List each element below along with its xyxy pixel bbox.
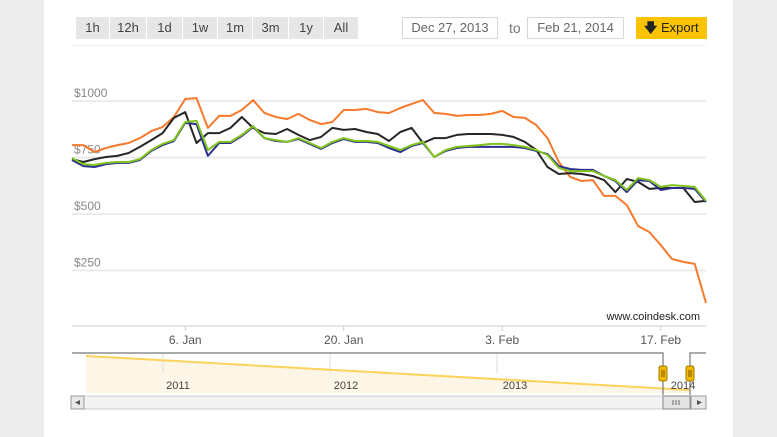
navigator-year-label: 2014 bbox=[671, 380, 695, 392]
navigator-left-handle[interactable] bbox=[658, 365, 668, 382]
export-label: Export bbox=[661, 20, 699, 35]
range-button-All[interactable]: All bbox=[324, 17, 358, 39]
range-button-1w[interactable]: 1w bbox=[183, 17, 217, 39]
series-line-blue bbox=[71, 121, 707, 203]
from-date-input[interactable]: Dec 27, 2013 bbox=[402, 17, 498, 39]
navigator[interactable]: 2011 2012 2013 2014 bbox=[70, 352, 707, 410]
range-button-1h[interactable]: 1h bbox=[76, 17, 109, 39]
to-label: to bbox=[509, 20, 521, 36]
range-button-12h[interactable]: 12h bbox=[110, 17, 146, 39]
series-line-black bbox=[71, 111, 707, 203]
navigator-year-label: 2012 bbox=[334, 380, 358, 392]
y-tick-label: $1000 bbox=[74, 86, 108, 100]
scroll-right-button[interactable] bbox=[690, 395, 707, 410]
y-tick-label: $250 bbox=[74, 256, 101, 270]
y-tick-label: $500 bbox=[74, 199, 101, 213]
x-tick-label: 6. Jan bbox=[169, 333, 202, 347]
watermark: www.coindesk.com bbox=[605, 311, 700, 323]
scroll-left-button[interactable] bbox=[70, 395, 85, 410]
series-line-orange bbox=[72, 97, 707, 304]
navigator-right-handle[interactable] bbox=[685, 365, 695, 382]
x-tick-label: 17. Feb bbox=[640, 333, 681, 347]
range-button-3m[interactable]: 3m bbox=[253, 17, 288, 39]
range-button-1d[interactable]: 1d bbox=[147, 17, 182, 39]
navigator-year-label: 2011 bbox=[166, 380, 190, 392]
range-button-1y[interactable]: 1y bbox=[289, 17, 323, 39]
range-button-1m[interactable]: 1m bbox=[218, 17, 252, 39]
series-line-green bbox=[71, 119, 707, 202]
arrow-right-icon bbox=[697, 400, 702, 405]
navigator-year-label: 2013 bbox=[503, 380, 527, 392]
scrollbar-track[interactable] bbox=[70, 395, 707, 410]
x-tick-label: 20. Jan bbox=[324, 333, 363, 347]
arrow-down-icon: 🡇 bbox=[644, 20, 658, 35]
arrow-left-icon bbox=[75, 400, 80, 405]
toolbar-divider bbox=[72, 45, 706, 46]
navigator-line bbox=[85, 355, 691, 391]
x-tick-label: 3. Feb bbox=[485, 333, 519, 347]
export-button[interactable]: 🡇 Export bbox=[636, 17, 707, 39]
to-date-input[interactable]: Feb 21, 2014 bbox=[527, 17, 624, 39]
